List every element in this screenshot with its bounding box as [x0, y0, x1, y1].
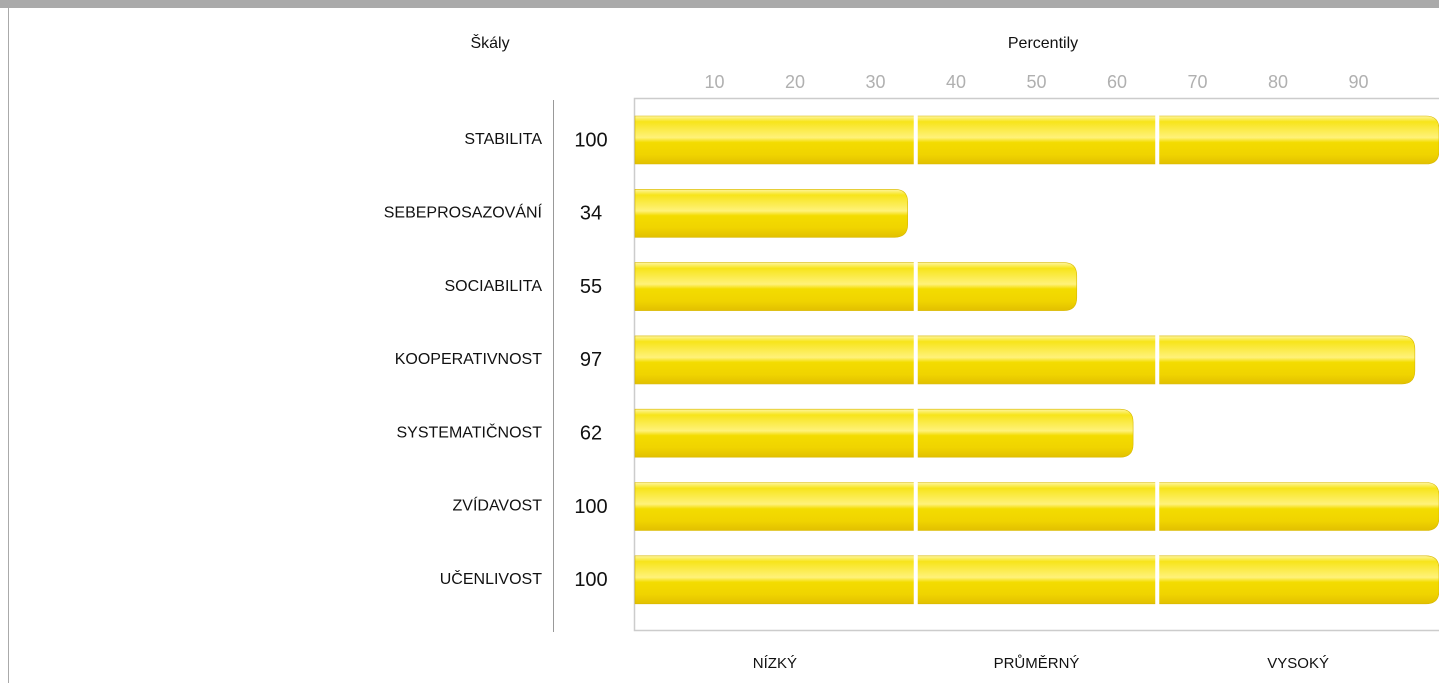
x-tick-label: 60	[1107, 72, 1127, 92]
band-gap	[913, 481, 918, 532]
x-axis-title: Percentily	[1008, 35, 1078, 52]
band-gap	[913, 261, 918, 312]
bar	[634, 189, 908, 238]
category-label: SOCIABILITA	[444, 278, 542, 295]
value-label: 55	[580, 276, 602, 298]
x-tick-label: 80	[1268, 72, 1288, 92]
band-gap	[913, 554, 918, 605]
band-gap	[1155, 554, 1160, 605]
x-tick-label: 90	[1348, 72, 1368, 92]
bar	[634, 482, 1439, 531]
x-tick-label: 50	[1026, 72, 1046, 92]
category-label: ZVÍDAVOST	[453, 496, 543, 515]
band-gap	[1155, 115, 1160, 165]
value-label: 100	[574, 129, 607, 151]
band-label: PRŮMĚRNÝ	[994, 654, 1080, 672]
category-label: UČENLIVOST	[440, 569, 542, 588]
bar	[634, 335, 1416, 385]
x-tick-label: 20	[785, 72, 805, 92]
bar	[634, 408, 1134, 458]
band-label: NÍZKÝ	[753, 655, 797, 672]
value-label: 97	[580, 349, 602, 371]
top-bar	[0, 0, 1439, 8]
band-gap	[913, 334, 918, 385]
category-label: SYSTEMATIČNOST	[397, 422, 543, 441]
value-label: 34	[580, 203, 602, 225]
x-tick-label: 30	[865, 72, 885, 92]
category-label: KOOPERATIVNOST	[395, 351, 543, 368]
x-tick-label: 10	[704, 72, 724, 92]
band-gap	[913, 408, 918, 459]
x-tick-label: 70	[1187, 72, 1207, 92]
bar	[634, 262, 1078, 311]
value-label: 100	[574, 496, 607, 518]
category-label: STABILITA	[464, 131, 542, 148]
category-label: SEBEPROSAZOVÁNÍ	[384, 203, 543, 222]
value-label: 62	[580, 422, 602, 444]
band-gap	[913, 115, 918, 165]
x-tick-label: 40	[946, 72, 966, 92]
plot-frame	[633, 97, 1439, 632]
y-axis-title: Škály	[470, 33, 509, 52]
band-gap	[1155, 481, 1160, 532]
bar	[634, 115, 1439, 165]
band-label: VYSOKÝ	[1267, 655, 1329, 672]
band-gap	[1155, 334, 1160, 385]
value-label: 100	[574, 569, 607, 591]
bar	[634, 555, 1439, 605]
